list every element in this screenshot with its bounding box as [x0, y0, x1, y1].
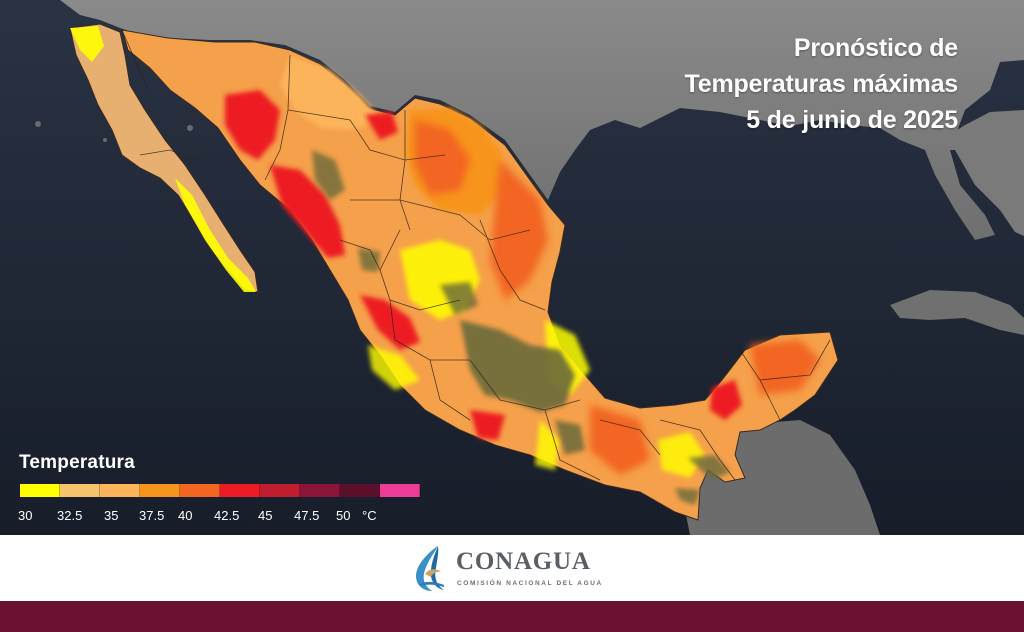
legend-tick-label: 47.5 [294, 508, 320, 523]
legend-swatch [100, 484, 140, 497]
map-title: Pronóstico de Temperaturas máximas 5 de … [538, 30, 959, 138]
legend-tick-label: °C [362, 508, 377, 523]
mexico-temperature-field [69, 23, 839, 521]
legend-tick-label: 42.5 [214, 508, 240, 523]
conagua-logo-name: CONAGUA [456, 548, 591, 575]
legend-swatch [300, 484, 340, 497]
legend-tick-labels: 30 32.5 35 37.5 40 42.5 45 47.5 50 °C [18, 508, 398, 526]
legend-title: Temperatura [19, 452, 135, 473]
legend-tick-label: 45 [258, 508, 273, 523]
legend-tick-label: 32.5 [57, 508, 83, 523]
island [35, 121, 41, 127]
florida-land [925, 110, 1024, 236]
forecast-map-panel: Pronóstico de Temperaturas máximas 5 de … [0, 0, 1024, 535]
legend-swatch [340, 484, 380, 497]
temperature-legend: Temperatura 30 32.5 35 37.5 40 42.5 45 47.5 50 °C [18, 452, 420, 528]
legend-swatch [60, 484, 100, 497]
forecast-map [0, 0, 1024, 535]
legend-color-scale [20, 484, 420, 497]
conagua-logo-subtitle: COMISIÓN NACIONAL DEL AGUA [457, 580, 603, 587]
legend-swatch [220, 484, 260, 497]
legend-swatch [140, 484, 180, 497]
legend-swatch [260, 484, 300, 497]
bottom-color-bar [0, 601, 1024, 632]
title-line-1: Pronóstico de [793, 34, 958, 62]
title-line-2: Temperaturas máximas [684, 70, 959, 98]
conagua-logo-icon [416, 546, 444, 591]
usa-land [60, 0, 1024, 240]
legend-tick-label: 50 [336, 508, 351, 523]
island [187, 125, 193, 131]
legend-swatch [20, 484, 60, 497]
footer [0, 535, 1024, 601]
legend-tick-label: 40 [178, 508, 193, 523]
cuba-land [890, 290, 1024, 335]
legend-tick-label: 30 [18, 508, 33, 523]
legend-tick-label: 37.5 [139, 508, 165, 523]
legend-swatch [180, 484, 220, 497]
legend-swatch [380, 484, 420, 497]
title-line-3: 5 de junio de 2025 [746, 106, 958, 134]
island [103, 138, 107, 142]
legend-tick-label: 35 [104, 508, 119, 523]
